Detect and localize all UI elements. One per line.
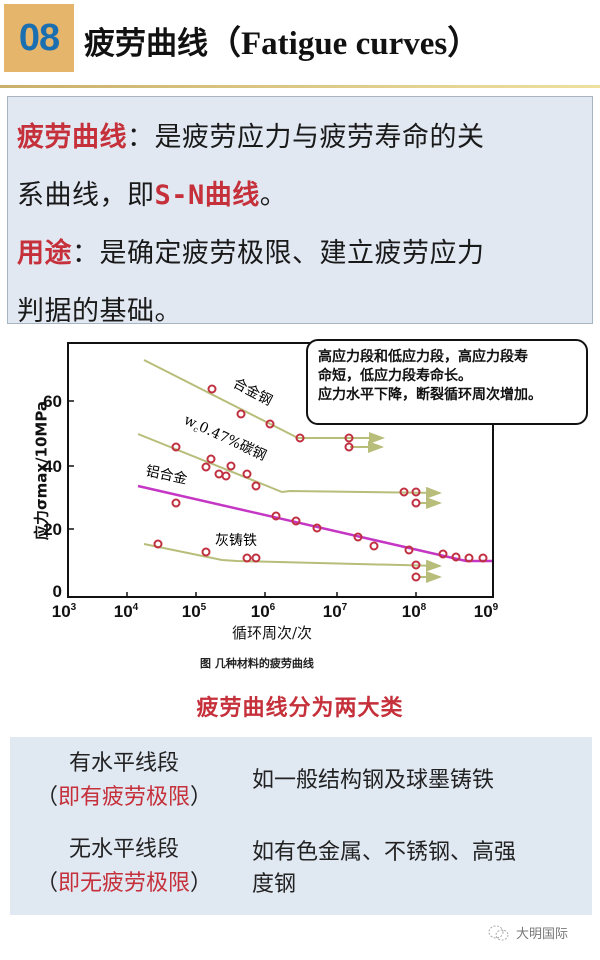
- definition-text: ：是疲劳应力与疲劳寿命的关: [127, 122, 485, 153]
- page-title-cn: 疲劳曲线: [84, 26, 208, 62]
- definition-line-1: 疲劳曲线：是疲劳应力与疲劳寿命的关: [17, 109, 592, 167]
- type-note-text: 即有疲劳极限: [57, 785, 190, 810]
- label-gray-cast-iron: 灰铸铁: [215, 533, 257, 549]
- figure-caption: 图 几种材料的疲劳曲线: [200, 657, 314, 670]
- chart-callout: 高应力段和低应力段，高应力段寿 命短，低应力段寿命长。 应力水平下降，断裂循环周…: [306, 339, 588, 425]
- section-number-badge: 08: [4, 4, 74, 72]
- type-name: 有水平线段: [68, 751, 179, 776]
- term-sn-curve: S-N曲线: [154, 180, 260, 211]
- usage-text: 判据的基础。: [17, 296, 182, 327]
- y-axis-title: 应力σmax/10MPa: [32, 400, 51, 541]
- y-ticks: [68, 400, 74, 530]
- type-examples-line: 度钢: [252, 872, 297, 897]
- page-title: 疲劳曲线（Fatigue curves）: [84, 16, 480, 64]
- callout-line: 命短，低应力段寿命长。: [318, 368, 472, 384]
- svg-text:103: 103: [52, 602, 77, 621]
- type-examples-line: 如有色金属、不锈钢、高强: [252, 840, 517, 865]
- callout-line: 应力水平下降，断裂循环周次增加。: [318, 387, 542, 403]
- watermark-text: 大明国际: [516, 927, 569, 942]
- wechat-icon: [488, 925, 509, 940]
- svg-text:107: 107: [323, 602, 348, 621]
- definition-line-3: 用途：是确定疲劳极限、建立疲劳应力: [17, 225, 592, 283]
- x-axis-title: 循环周次/次: [232, 624, 313, 642]
- svg-text:109: 109: [474, 602, 499, 621]
- svg-text:20: 20: [43, 520, 62, 539]
- series-aluminum-alloy: 铝合金: [137, 463, 492, 563]
- label-aluminum-alloy: 铝合金: [144, 463, 188, 487]
- svg-text:108: 108: [402, 602, 427, 621]
- watermark: 大明国际: [488, 923, 568, 942]
- header-divider: [0, 85, 600, 88]
- type-note-text: 即无疲劳极限: [57, 871, 190, 896]
- svg-text:104: 104: [114, 602, 139, 621]
- svg-text:0: 0: [53, 582, 62, 601]
- type-label: 无水平线段 （即无疲劳极限）: [24, 833, 224, 901]
- type-examples: 如有色金属、不锈钢、高强 度钢: [252, 837, 592, 901]
- svg-text:106: 106: [251, 602, 276, 621]
- header: 08 疲劳曲线（Fatigue curves）: [0, 0, 600, 88]
- term-usage: 用途: [17, 238, 72, 269]
- definition-panel: 疲劳曲线：是疲劳应力与疲劳寿命的关 系曲线，即S-N曲线。 用途：是确定疲劳极限…: [7, 96, 593, 327]
- page-title-en: （Fatigue curves）: [208, 26, 481, 62]
- type-examples: 如一般结构钢及球墨铸铁: [252, 768, 495, 793]
- definition-text: 。: [259, 180, 288, 211]
- series-carbon-steel: wc0.47%碳钢: [137, 412, 442, 509]
- svg-text:60: 60: [43, 392, 62, 411]
- svg-text:40: 40: [43, 457, 62, 476]
- callout-line: 高应力段和低应力段，高应力段寿: [318, 349, 528, 365]
- type-name: 无水平线段: [68, 837, 179, 862]
- x-tick-labels: 103 104 105 106 107 108 109: [52, 602, 499, 621]
- curve-types-panel: 有水平线段 （即有疲劳极限） 如一般结构钢及球墨铸铁 无水平线段 （即无疲劳极限…: [10, 737, 592, 915]
- svg-text:105: 105: [182, 602, 207, 621]
- type-note: （即有疲劳极限）: [35, 785, 213, 810]
- section-subheading: 疲劳曲线分为两大类: [196, 695, 404, 721]
- type-note: （即无疲劳极限）: [35, 871, 213, 896]
- definition-line-4: 判据的基础。: [17, 283, 592, 341]
- plot-frame: [67, 342, 494, 598]
- type-label: 有水平线段 （即有疲劳极限）: [24, 747, 224, 815]
- label-alloy-steel: 合金钢: [230, 375, 275, 409]
- term-fatigue-curve: 疲劳曲线: [17, 122, 127, 153]
- y-tick-labels: 60 40 20 0: [43, 392, 62, 601]
- usage-text: ：是确定疲劳极限、建立疲劳应力: [72, 238, 485, 269]
- definition-line-2: 系曲线，即S-N曲线。: [17, 167, 592, 225]
- definition-text: 系曲线，即: [17, 180, 155, 211]
- series-gray-cast-iron: 灰铸铁: [143, 533, 442, 583]
- x-ticks: [126, 592, 417, 597]
